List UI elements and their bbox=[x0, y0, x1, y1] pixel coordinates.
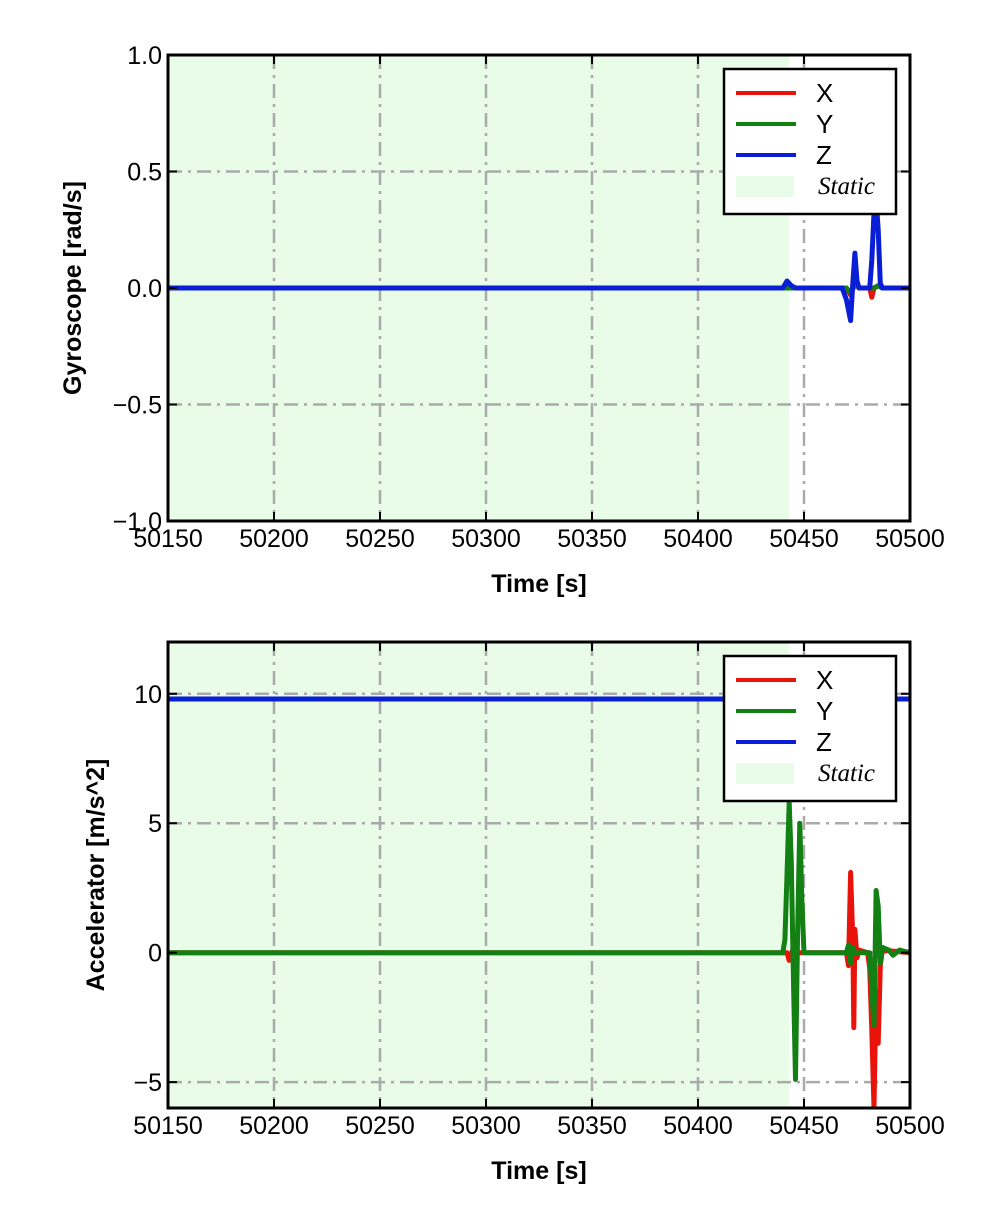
accel-legend-swatch-static bbox=[736, 763, 794, 784]
accel-legend-label-x: X bbox=[816, 665, 833, 695]
accel-x-tick-label: 50200 bbox=[239, 1112, 309, 1140]
accel-legend: XYZ Static bbox=[722, 654, 898, 803]
gyro-x-tick-label: 50200 bbox=[239, 525, 309, 553]
accel-x-tick-label: 50400 bbox=[663, 1112, 733, 1140]
accel-x-tick-label: 50150 bbox=[133, 1112, 203, 1140]
gyro-legend: XYZ Static bbox=[722, 67, 898, 216]
gyro-legend-label-x: X bbox=[816, 78, 833, 108]
accel-series-y-line bbox=[168, 800, 910, 1082]
gyro-y-tick-label: 0.0 bbox=[127, 275, 162, 303]
gyro-x-tick-label: 50500 bbox=[875, 525, 945, 553]
gyro-series-z-line bbox=[168, 197, 910, 324]
accelerator-plot: 50150 50200 50250 50300 50350 50400 50450 50500… bbox=[82, 640, 945, 1185]
gyro-x-tick-label: 50250 bbox=[345, 525, 415, 553]
accel-y-axis-label: Accelerator [m/s^2] bbox=[82, 759, 110, 992]
accel-x-tick-label: 50450 bbox=[769, 1112, 839, 1140]
gyro-x-tick-label: 50450 bbox=[769, 525, 839, 553]
gyro-x-tick-label: 50300 bbox=[451, 525, 521, 553]
gyro-y-tick-label: −0.5 bbox=[113, 392, 162, 420]
gyro-legend-label-static: Static bbox=[818, 173, 875, 200]
accel-legend-label-z: Z bbox=[816, 727, 832, 757]
gyro-legend-label-y: Y bbox=[816, 109, 833, 139]
gyro-x-tick-label: 50150 bbox=[133, 525, 203, 553]
accel-x-axis-label: Time [s] bbox=[491, 1157, 586, 1185]
gyro-legend-swatch-static bbox=[736, 176, 794, 197]
accel-legend-label-y: Y bbox=[816, 696, 833, 726]
gyroscope-plot: 50150 50200 50250 50300 50350 50400 50450 50500… bbox=[59, 42, 945, 598]
accel-y-tick-label: 10 bbox=[134, 681, 162, 709]
gyro-y-tick-label: −1.0 bbox=[113, 508, 162, 536]
accel-x-tick-label: 50250 bbox=[345, 1112, 415, 1140]
accel-x-tick-label: 50350 bbox=[557, 1112, 627, 1140]
accel-x-tick-label: 50500 bbox=[875, 1112, 945, 1140]
accel-y-tick-label: 5 bbox=[148, 810, 162, 838]
accel-legend-label-static: Static bbox=[818, 760, 875, 787]
gyro-x-tick-label: 50350 bbox=[557, 525, 627, 553]
accel-y-tick-label: 0 bbox=[148, 940, 162, 968]
gyro-y-tick-label: 0.5 bbox=[127, 159, 162, 187]
gyro-x-tick-label: 50400 bbox=[663, 525, 733, 553]
gyro-y-tick-label: 1.0 bbox=[127, 42, 162, 70]
gyro-x-axis-label: Time [s] bbox=[491, 570, 586, 598]
accel-y-tick-label: −5 bbox=[133, 1069, 162, 1097]
accel-static-region bbox=[168, 642, 790, 1108]
accel-x-tick-label: 50300 bbox=[451, 1112, 521, 1140]
gyro-y-axis-label: Gyroscope [rad/s] bbox=[59, 181, 87, 395]
accel-axes-frame bbox=[166, 640, 912, 1110]
gyro-legend-label-z: Z bbox=[816, 140, 832, 170]
